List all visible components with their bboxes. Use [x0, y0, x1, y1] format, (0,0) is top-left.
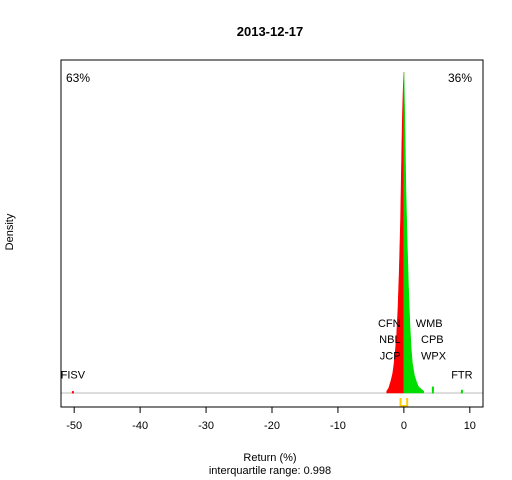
- density-area-negative: [386, 71, 405, 394]
- ticker-label: WPX: [421, 350, 447, 362]
- ticker-label: CFN: [378, 318, 401, 330]
- x-tick-label: -40: [132, 420, 148, 432]
- y-axis-label: Density: [4, 213, 16, 250]
- plot-frame: [60, 59, 484, 408]
- density-area-positive: [403, 71, 424, 394]
- x-tick-label: 10: [464, 420, 476, 432]
- ticker-label: CPB: [421, 334, 444, 346]
- x-axis-label: Return (%): [243, 452, 296, 464]
- x-tick-label: -10: [330, 420, 346, 432]
- negative-percentage: 63%: [66, 71, 90, 85]
- x-tick-label: -20: [264, 420, 280, 432]
- chart-title: 2013-12-17: [237, 24, 304, 39]
- ticker-label: FISV: [61, 370, 86, 382]
- outlier-mark: [460, 389, 463, 394]
- ticker-label: JCP: [380, 350, 401, 362]
- ticker-label: FTR: [451, 370, 472, 382]
- iqr-subtitle: interquartile range: 0.998: [209, 465, 331, 477]
- positive-percentage: 36%: [448, 71, 472, 85]
- plot-area: FISV CFN NBL JCP WMB CPB WPX FTR: [61, 71, 483, 407]
- outlier-mark: [71, 391, 74, 394]
- x-tick-label: -30: [198, 420, 214, 432]
- outlier-mark: [431, 386, 434, 394]
- x-tick-label: -50: [66, 420, 82, 432]
- ticker-label: WMB: [416, 318, 443, 330]
- x-tick-label: 0: [401, 420, 407, 432]
- ticker-label: NBL: [379, 334, 400, 346]
- x-axis: -50 -40 -30 -20 -10 0 10: [66, 407, 476, 432]
